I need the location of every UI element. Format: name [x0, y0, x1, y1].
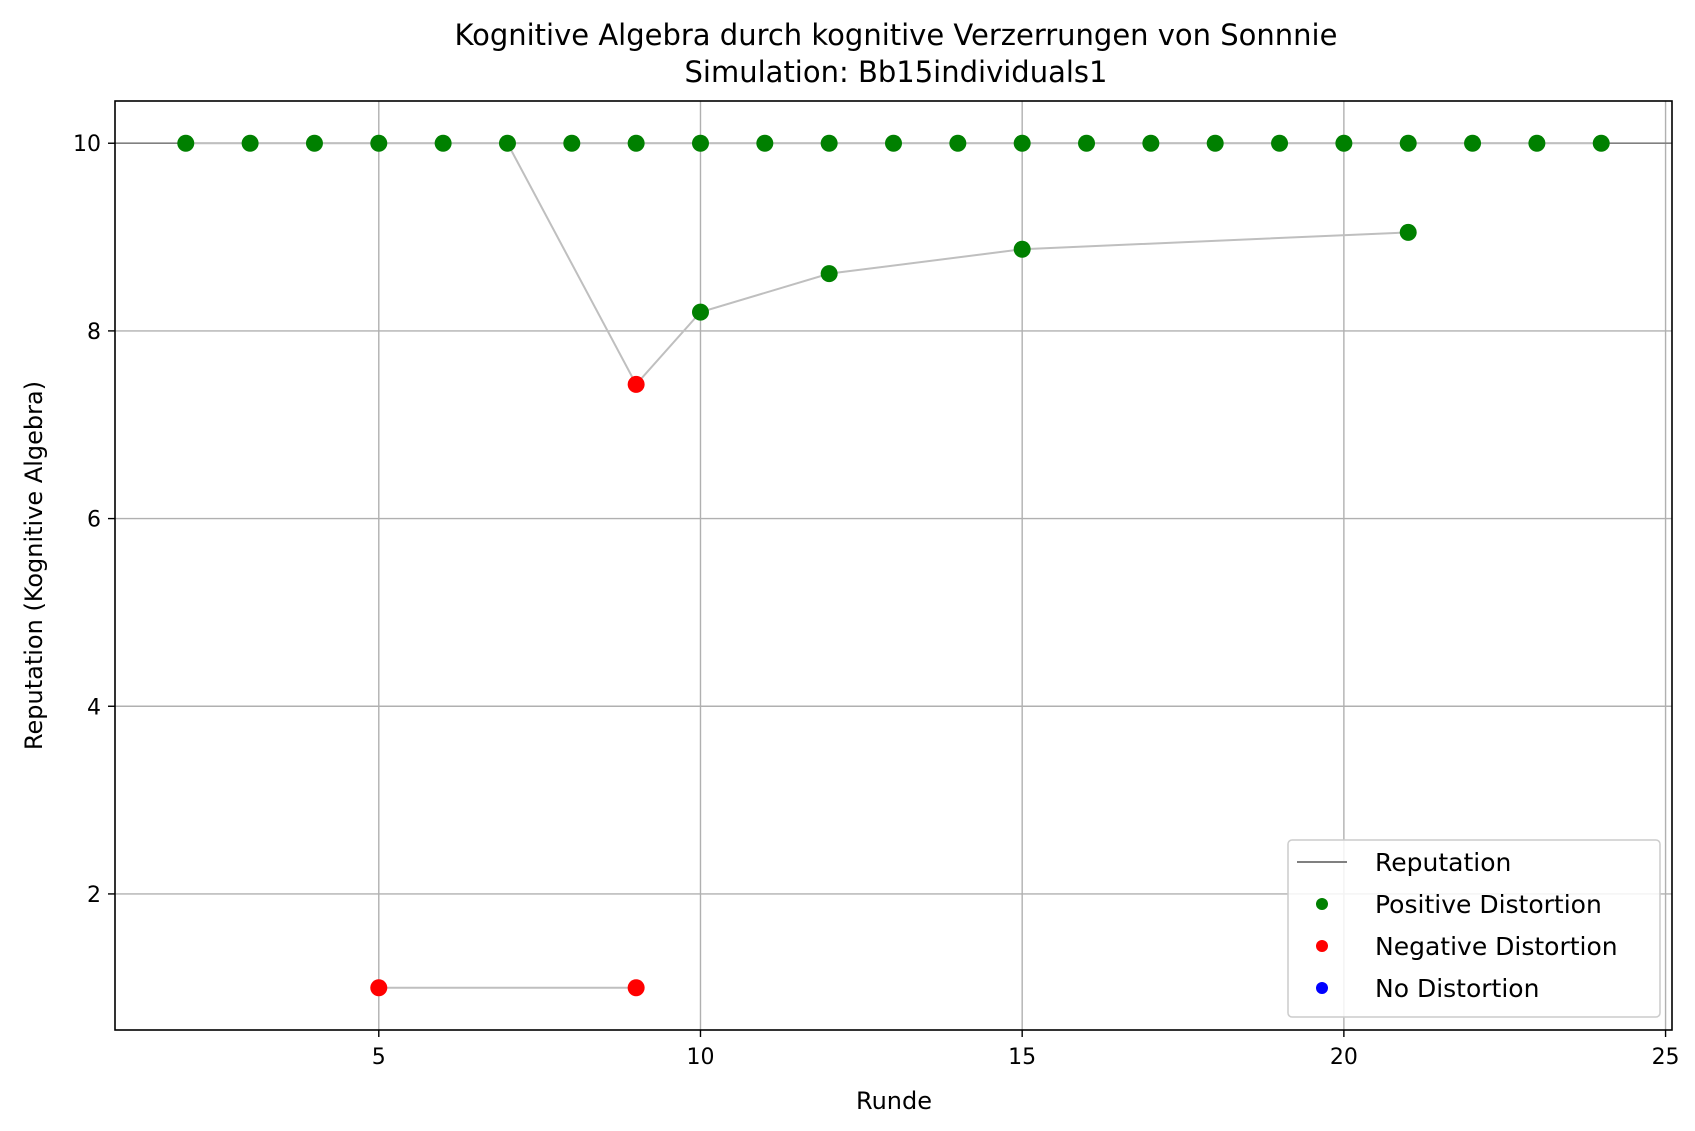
legend-swatch-negative-distortion: [1316, 940, 1328, 952]
positive-distortion-point: [627, 134, 645, 152]
positive-distortion-point: [1271, 134, 1289, 152]
legend-label-reputation: Reputation: [1375, 848, 1511, 877]
x-tick-label: 20: [1330, 1045, 1358, 1070]
negative-distortion-point: [370, 979, 388, 997]
positive-distortion-point: [1592, 134, 1610, 152]
positive-distortion-point: [691, 134, 709, 152]
legend-box: [1287, 839, 1661, 1018]
negative-distortion-point: [627, 979, 645, 997]
positive-distortion-point: [498, 134, 516, 152]
positive-distortion-point: [1399, 134, 1417, 152]
y-tick-label: 2: [87, 883, 101, 908]
legend-label-negative-distortion: Negative Distortion: [1375, 932, 1618, 961]
plot-frame: [114, 100, 1673, 1031]
legend: Reputation Positive Distortion Negative Di…: [1287, 839, 1661, 1018]
y-tick-label: 4: [87, 695, 101, 720]
positive-distortion-point: [434, 134, 452, 152]
positive-distortion-point: [820, 134, 838, 152]
positive-distortion-point: [177, 134, 195, 152]
legend-label-no-distortion: No Distortion: [1375, 974, 1539, 1003]
chart-title: Kognitive Algebra durch kognitive Verzer…: [455, 18, 1338, 52]
plot-data: [115, 134, 1672, 997]
x-tick-label: 10: [686, 1045, 714, 1070]
negative-distortion-point: [627, 375, 645, 393]
positive-distortion-point: [370, 134, 388, 152]
legend-swatch-positive-distortion: [1316, 898, 1328, 910]
y-axis-label: Reputation (Kognitive Algebra): [20, 381, 48, 750]
positive-distortion-point: [691, 303, 709, 321]
x-tick-label: 15: [1008, 1045, 1036, 1070]
chart-subtitle: Simulation: Bb15individuals1: [685, 55, 1108, 89]
positive-distortion-point: [949, 134, 967, 152]
positive-distortion-point: [1142, 134, 1160, 152]
positive-distortion-point: [885, 134, 902, 152]
x-axis-label: Runde: [856, 1087, 932, 1115]
positive-distortion-point: [1399, 223, 1417, 241]
legend-swatch-no-distortion: [1316, 982, 1328, 994]
positive-distortion-point: [1013, 134, 1031, 152]
positive-distortion-point: [1528, 134, 1546, 152]
connector-line: [506, 142, 1409, 387]
positive-distortion-point: [1013, 240, 1031, 258]
positive-distortion-point: [563, 134, 581, 152]
positive-distortion-point: [756, 134, 774, 152]
positive-distortion-point: [1078, 134, 1096, 152]
positive-distortion-point: [1464, 134, 1482, 152]
positive-distortion-point: [1335, 134, 1353, 152]
x-tick-label: 5: [372, 1045, 386, 1070]
x-tick-label: 25: [1652, 1045, 1680, 1070]
positive-distortion-point: [1206, 134, 1224, 152]
positive-distortion-point: [305, 134, 323, 152]
positive-distortion-point: [241, 134, 259, 152]
legend-label-positive-distortion: Positive Distortion: [1375, 890, 1602, 919]
y-tick-label: 10: [73, 132, 101, 157]
y-tick-label: 6: [87, 508, 101, 533]
positive-distortion-point: [820, 265, 838, 283]
axis-ticks: 5 10 15 20 25 2 4 6 8 10: [73, 132, 1680, 1070]
y-tick-label: 8: [87, 320, 101, 345]
